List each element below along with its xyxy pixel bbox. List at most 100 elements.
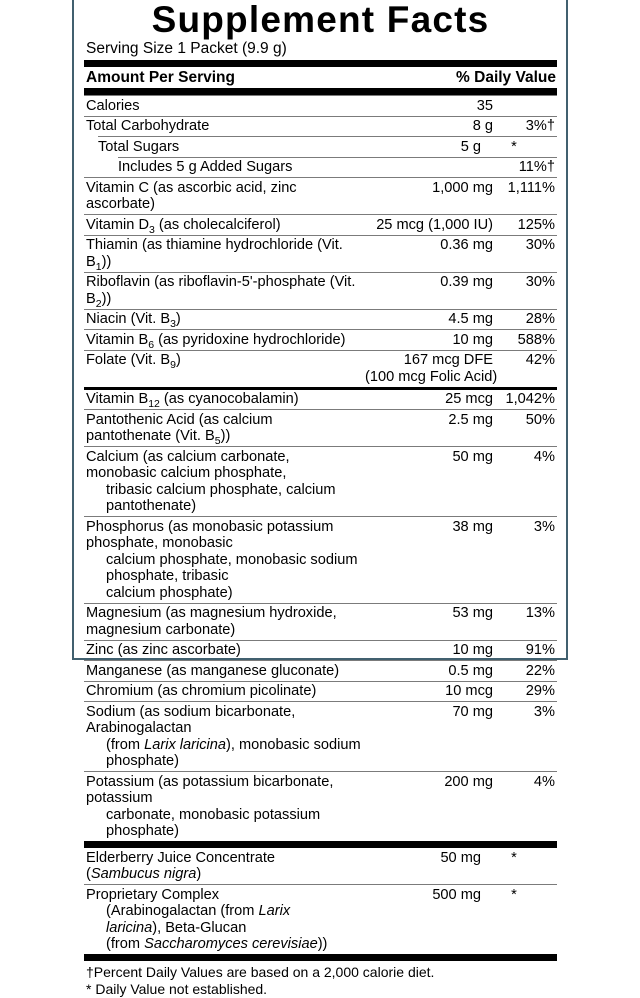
- nutrient-amount: 50 mg: [440, 849, 481, 866]
- nutrient-daily-value: 3%: [533, 703, 555, 720]
- footnotes: †Percent Daily Values are based on a 2,0…: [84, 961, 557, 998]
- footnote-dagger: †Percent Daily Values are based on a 2,0…: [86, 964, 435, 980]
- nutrient-amount: 4.5 mg: [448, 311, 493, 327]
- nutrient-row: Vitamin D3 (as cholecalciferol) 25 mcg (1…: [84, 215, 557, 235]
- row-divider: [84, 177, 557, 178]
- nutrient-row: Zinc (as zinc ascorbate) 10 mg 91%: [84, 641, 557, 661]
- nutrient-amount: 0.39 mg: [440, 274, 493, 290]
- nutrient-amount: 500 mg: [432, 886, 481, 903]
- nutrient-row: Magnesium (as magnesium hydroxide, magne…: [84, 604, 557, 640]
- divider-thick-top: [84, 60, 557, 67]
- nutrient-daily-value: *: [511, 138, 517, 155]
- serving-size: Serving Size 1 Packet (9.9 g): [86, 40, 287, 57]
- row-divider: [84, 841, 557, 848]
- nutrient-amount: 35: [476, 97, 493, 114]
- nutrient-row: Vitamin B6 (as pyridoxine hydrochloride)…: [84, 330, 557, 350]
- nutrient-row: Manganese (as manganese gluconate) 0.5 mg…: [84, 661, 557, 681]
- nutrient-row: Calcium (as calcium carbonate, monobasic…: [84, 447, 557, 516]
- nutrient-row: Calories 35: [84, 96, 557, 116]
- row-divider: [84, 409, 557, 410]
- nutrient-name: Vitamin B12 (as cyanocobalamin): [86, 391, 299, 410]
- nutrient-row: Phosphorus (as monobasic potassium phosp…: [84, 517, 557, 603]
- page-title: Supplement Facts: [151, 0, 490, 40]
- nutrient-daily-value: 1,111%: [507, 179, 555, 196]
- daily-value-label: % Daily Value: [456, 69, 556, 86]
- row-divider: [84, 446, 557, 447]
- nutrient-amount: 10 mg: [452, 642, 493, 658]
- nutrient-amount: 25 mcg (1,000 IU): [376, 216, 493, 233]
- nutrient-row: Riboflavin (as riboflavin-5'-phosphate (…: [84, 273, 557, 309]
- nutrient-row: Niacin (Vit. B3) 4.5 mg 28%: [84, 310, 557, 330]
- nutrient-row: Pantothenic Acid (as calcium pantothenat…: [84, 410, 557, 447]
- nutrient-name: Manganese (as manganese gluconate): [86, 662, 340, 679]
- nutrient-row: Potassium (as potassium bicarbonate, pot…: [84, 772, 557, 841]
- nutrient-amount: 10 mg: [452, 331, 493, 348]
- nutrient-name: Niacin (Vit. B3): [86, 311, 181, 330]
- nutrient-daily-value: 91%: [525, 642, 555, 658]
- nutrient-daily-value: 13%: [525, 605, 555, 621]
- table-header-row: Amount Per Serving % Daily Value: [84, 67, 557, 88]
- nutrient-amount: 0.5 mg: [448, 662, 493, 679]
- row-divider: [84, 115, 557, 117]
- nutrient-amount: 167 mcg DFE (100 mcg Folic Acid): [365, 352, 498, 385]
- nutrient-name: Sodium (as sodium bicarbonate, Arabinoga…: [86, 703, 361, 770]
- supplement-facts-panel: Supplement Facts Serving Size 1 Packet (…: [72, 0, 568, 997]
- nutrient-daily-value: 50%: [525, 411, 555, 428]
- nutrient-name: Vitamin B6 (as pyridoxine hydrochloride): [86, 331, 346, 351]
- nutrient-row: Vitamin B12 (as cyanocobalamin) 25 mcg 1,0…: [84, 390, 557, 410]
- nutrient-row: Elderberry Juice Concentrate (Sambucus n…: [84, 848, 557, 884]
- nutrient-row: Includes 5 g Added Sugars 11%†: [84, 158, 557, 178]
- nutrient-amount: 53 mg: [452, 605, 493, 621]
- nutrient-daily-value: 1,042%: [505, 391, 556, 407]
- nutrient-daily-value: 588%: [517, 331, 555, 348]
- nutrient-name: Total Carbohydrate: [86, 118, 210, 134]
- divider-thick-header: [84, 88, 557, 95]
- nutrient-name: Magnesium (as magnesium hydroxide, magne…: [86, 605, 337, 638]
- nutrient-name: Chromium (as chromium picolinate): [86, 683, 317, 699]
- nutrient-daily-value: 4%: [533, 448, 555, 465]
- nutrient-amount: 5 g: [460, 138, 481, 155]
- row-divider: [84, 386, 557, 390]
- nutrient-row: Total Sugars 5 g *: [84, 137, 557, 157]
- nutrient-amount: 25 mcg: [445, 391, 493, 407]
- nutrient-daily-value: 28%: [525, 311, 555, 327]
- row-divider: [98, 136, 557, 137]
- nutrient-row: Sodium (as sodium bicarbonate, Arabinoga…: [84, 702, 557, 771]
- row-divider: [84, 516, 557, 517]
- nutrient-row: Folate (Vit. B9) 167 mcg DFE (100 mcg Foli…: [84, 351, 557, 387]
- nutrient-daily-value: 11%†: [518, 159, 555, 175]
- row-divider: [84, 349, 557, 351]
- nutrient-name: Thiamin (as thiamine hydrochloride (Vit.…: [86, 237, 343, 273]
- nutrient-name: Zinc (as zinc ascorbate): [86, 642, 241, 658]
- nutrient-row: Thiamin (as thiamine hydrochloride (Vit.…: [84, 236, 557, 272]
- nutrient-name: Pantothenic Acid (as calcium pantothenat…: [86, 411, 273, 447]
- nutrient-amount: 200 mg: [444, 773, 493, 790]
- nutrient-table: Calories 35 Total Carbohydrate 8 g 3%† Total …: [84, 95, 557, 954]
- nutrient-row: Total Carbohydrate 8 g 3%†: [84, 117, 557, 137]
- nutrient-name: Calcium (as calcium carbonate, monobasic…: [86, 448, 336, 515]
- amount-per-serving-label: Amount Per Serving: [86, 69, 235, 86]
- nutrient-name: Folate (Vit. B9): [86, 352, 181, 371]
- row-divider: [84, 329, 557, 330]
- nutrient-name: Phosphorus (as monobasic potassium phosp…: [86, 518, 358, 601]
- nutrient-row: Vitamin C (as ascorbic acid, zinc ascorb…: [84, 178, 557, 214]
- nutrient-daily-value: 30%: [525, 274, 555, 290]
- nutrient-daily-value: *: [511, 849, 517, 866]
- nutrient-daily-value: 4%: [533, 773, 555, 790]
- nutrient-amount: 1,000 mg: [432, 179, 493, 196]
- nutrient-name: Potassium (as potassium bicarbonate, pot…: [86, 773, 334, 840]
- nutrient-daily-value: 3%†: [525, 118, 555, 134]
- nutrient-name: Proprietary Complex (Arabinogalactan (fro…: [86, 886, 328, 953]
- nutrient-row: Chromium (as chromium picolinate) 10 mcg 2…: [84, 682, 557, 702]
- nutrient-amount: 10 mcg: [445, 683, 493, 699]
- nutrient-name: Vitamin D3 (as cholecalciferol): [86, 216, 281, 236]
- nutrient-daily-value: 3%: [533, 518, 555, 535]
- nutrient-amount: 0.36 mg: [440, 237, 493, 253]
- nutrient-name: Riboflavin (as riboflavin-5'-phosphate (…: [86, 274, 356, 310]
- row-divider: [84, 271, 557, 273]
- nutrient-name: Total Sugars: [98, 138, 180, 155]
- nutrient-name: Includes 5 g Added Sugars: [118, 159, 293, 175]
- nutrient-amount: 70 mg: [452, 703, 493, 720]
- row-divider: [84, 308, 557, 310]
- nutrient-daily-value: 30%: [525, 237, 555, 253]
